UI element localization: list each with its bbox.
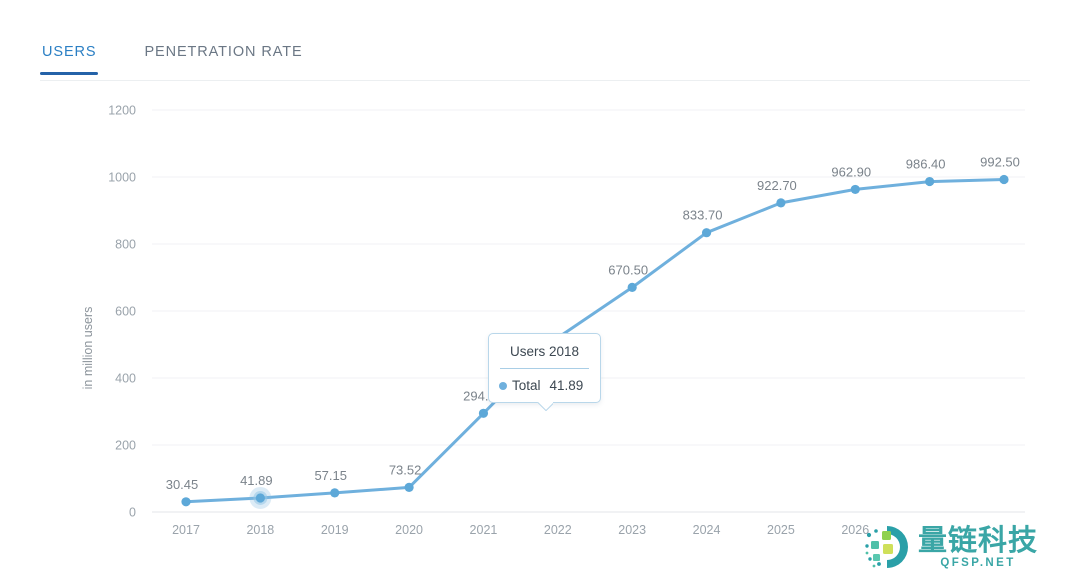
tooltip-title: Users 2018 (509, 344, 580, 359)
data-point[interactable] (330, 488, 340, 498)
svg-text:2017: 2017 (172, 523, 200, 537)
series-line-total (184, 178, 1006, 504)
tab-users[interactable]: USERS (40, 40, 99, 75)
tooltip-divider (500, 368, 589, 369)
svg-text:962.90: 962.90 (831, 164, 871, 179)
tab-users-label: USERS (42, 44, 97, 60)
svg-text:2023: 2023 (618, 523, 646, 537)
tooltip-value: 41.89 (549, 378, 584, 393)
y-axis-title: in million users (81, 307, 95, 390)
data-point[interactable] (404, 482, 414, 492)
svg-text:2018: 2018 (246, 523, 274, 537)
svg-text:73.52: 73.52 (389, 462, 422, 477)
point-value-labels: 30.45 41.89 57.15 73.52 294.6 670.50 833.70 922… (166, 155, 1020, 492)
svg-text:1000: 1000 (108, 171, 136, 185)
data-point[interactable] (255, 493, 265, 503)
svg-text:833.70: 833.70 (683, 208, 723, 223)
svg-text:1200: 1200 (108, 104, 136, 118)
data-point[interactable] (478, 408, 489, 418)
svg-text:2019: 2019 (321, 523, 349, 537)
svg-text:2026: 2026 (841, 523, 869, 537)
svg-text:41.89: 41.89 (240, 473, 273, 488)
data-point[interactable] (701, 228, 712, 238)
svg-text:922.70: 922.70 (757, 178, 797, 193)
series-color-dot-icon (499, 381, 507, 390)
svg-text:294.6: 294.6 (463, 388, 496, 403)
svg-text:200: 200 (115, 439, 136, 453)
svg-text:600: 600 (115, 305, 136, 319)
svg-text:670.50: 670.50 (608, 262, 648, 277)
svg-text:2025: 2025 (767, 523, 795, 537)
data-point[interactable] (181, 497, 191, 507)
data-point[interactable] (999, 174, 1009, 185)
tooltip-pointer-icon (537, 402, 553, 411)
tooltip-row: Total 41.89 (499, 378, 590, 393)
svg-text:0: 0 (129, 506, 136, 520)
watermark-text: 量链科技 QFSP.NET (918, 523, 1039, 570)
gridlines (152, 109, 1025, 446)
tab-penetration-rate[interactable]: PENETRATION RATE (142, 40, 304, 74)
svg-text:30.45: 30.45 (166, 477, 199, 492)
svg-text:2024: 2024 (693, 523, 721, 537)
x-axis-tick-labels: 2017 2018 2019 2020 2021 2022 2023 2024 2025 2026 (172, 523, 869, 537)
data-point[interactable] (850, 184, 860, 195)
watermark-logo-icon (862, 522, 912, 572)
y-axis-tick-labels: 0 200 400 600 800 1000 1200 (108, 104, 136, 520)
svg-text:2021: 2021 (470, 523, 498, 537)
svg-text:2020: 2020 (395, 523, 423, 537)
data-point[interactable] (627, 282, 637, 292)
svg-text:57.15: 57.15 (314, 468, 347, 483)
tab-bar: USERS PENETRATION RATE (40, 40, 1030, 81)
data-point[interactable] (776, 198, 786, 208)
chart-area: 0 200 400 600 800 1000 1200 2017 2018 2019 2020 20… (40, 88, 1030, 548)
svg-text:800: 800 (115, 238, 136, 252)
tooltip-series-label: Total (512, 378, 541, 393)
svg-text:400: 400 (115, 372, 136, 386)
data-point[interactable] (925, 176, 935, 187)
watermark-en: QFSP.NET (940, 557, 1016, 569)
tab-penetration-rate-label: PENETRATION RATE (144, 44, 303, 60)
svg-text:992.50: 992.50 (980, 155, 1020, 170)
watermark-cn: 量链科技 (918, 523, 1039, 557)
svg-text:2022: 2022 (544, 523, 572, 537)
chart-tooltip: Users 2018 Total 41.89 (488, 333, 601, 403)
watermark: 量链科技 QFSP.NET (862, 518, 1072, 576)
svg-text:986.40: 986.40 (906, 157, 946, 172)
